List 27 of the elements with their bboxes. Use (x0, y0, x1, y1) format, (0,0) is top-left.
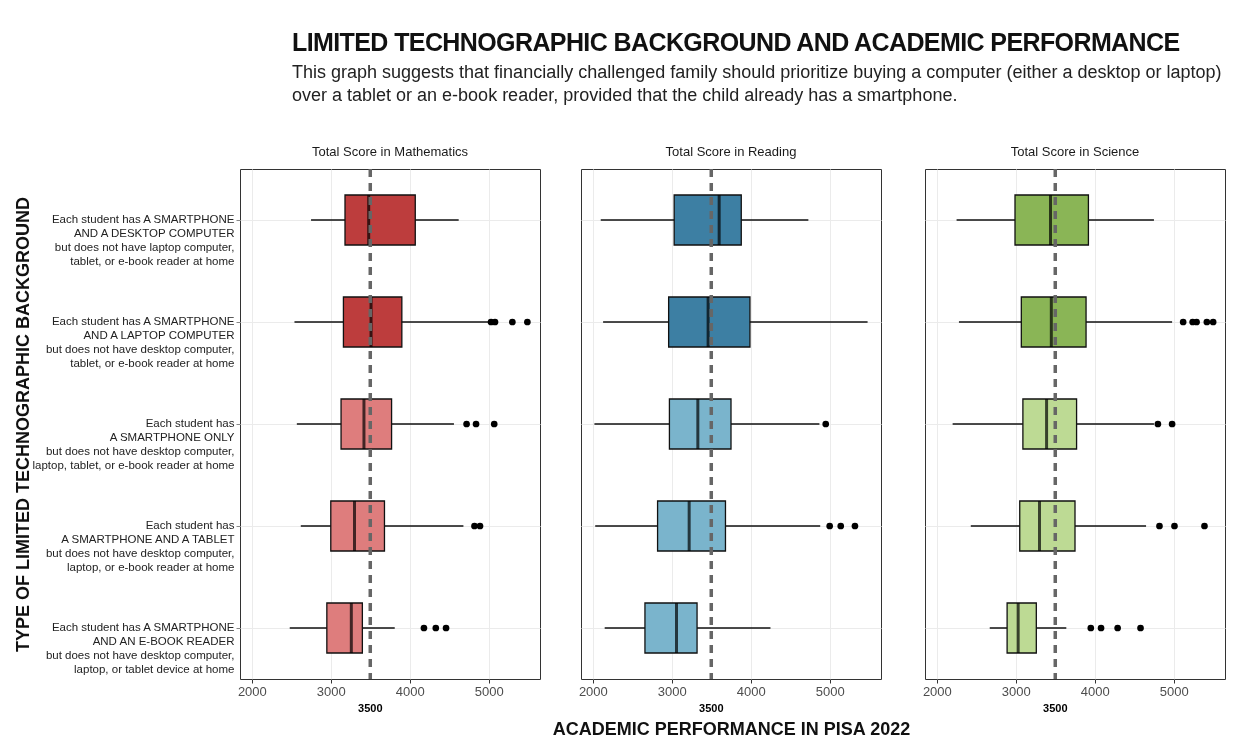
chart-title: Total Score in Reading (665, 144, 797, 160)
x-tick-label: 3000 (657, 683, 687, 699)
y-tick-label: Each student has A SMARTPHONE AND AN E-BOOK READER but does not have desktop computer, laptop, or tablet device at home (45, 621, 235, 675)
x-tick-label: 3000 (1001, 683, 1031, 699)
x-tick-label: 2000 (237, 683, 267, 699)
y-tick-label: Each student has A SMARTPHONE ONLY but does not have desktop computer, laptop, tablet, or e-book reader at home (32, 417, 235, 471)
x-tick-label: 2000 (578, 683, 608, 699)
y-tick-label: Each student has A SMARTPHONE AND A DESKTOP COMPUTER but does not have laptop computer, tablet, or e-book reader at home (51, 213, 235, 267)
ref-line-label: 3500 (699, 702, 724, 714)
x-axis-title: ACADEMIC PERFORMANCE IN PISA 2022 (552, 718, 911, 739)
text: This graph suggests that financially challenged family should prioritize buying a computer (either a desktop or laptop) over a tablet or an e-book reader, provided that the child already has a smartphone. (292, 61, 1223, 108)
text: LIMITED TECHNOGRAPHIC BACKGROUND AND ACADEMIC PERFORMANCE (292, 28, 1181, 57)
x-tick-label: 4000 (395, 683, 425, 699)
x-tick-label: 5000 (1159, 683, 1189, 699)
x-tick-label: 3000 (316, 683, 346, 699)
chart-title: Total Score in Mathematics (311, 144, 469, 160)
x-tick-label: 4000 (1080, 683, 1110, 699)
y-tick-label: Each student has A SMARTPHONE AND A LAPTOP COMPUTER but does not have desktop computer, tablet, or e-book reader at home (45, 315, 235, 369)
ref-line-label: 3500 (1043, 702, 1068, 714)
ref-line-label: 3500 (358, 702, 383, 714)
x-tick-label: 5000 (474, 683, 504, 699)
x-tick-label: 4000 (736, 683, 766, 699)
x-tick-label: 2000 (922, 683, 952, 699)
y-axis-title: TYPE OF LIMITED TECHNOGRAPHIC BACKGROUND (12, 196, 33, 653)
chart-title: Total Score in Science (1010, 144, 1140, 160)
x-tick-label: 5000 (815, 683, 845, 699)
y-tick-label: Each student has A SMARTPHONE AND A TABLET but does not have desktop computer, laptop, or e-book reader at home (45, 519, 235, 573)
